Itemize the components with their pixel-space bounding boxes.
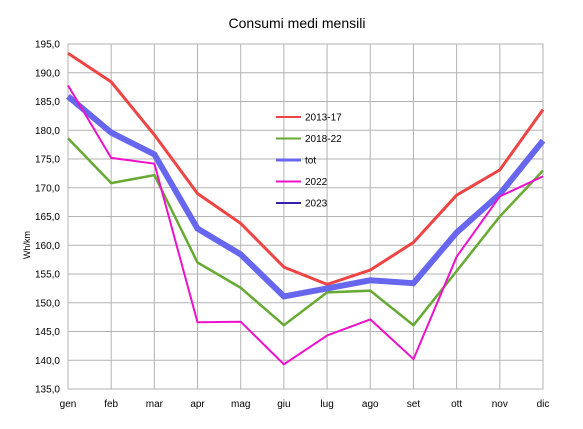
y-axis-label: Wh/km bbox=[22, 231, 32, 259]
legend-label-2022: 2022 bbox=[305, 177, 328, 188]
x-tick-label: lug bbox=[320, 399, 333, 410]
series-line-tot bbox=[66, 94, 546, 300]
plot-area-border bbox=[67, 43, 544, 390]
y-tick-label: 150,0 bbox=[35, 298, 60, 309]
x-tick-label: ott bbox=[451, 399, 462, 410]
y-tick-label: 155,0 bbox=[35, 270, 60, 281]
y-tick-label: 175,0 bbox=[35, 155, 60, 166]
y-tick-label: 160,0 bbox=[35, 241, 60, 252]
x-tick-label: gen bbox=[60, 399, 77, 410]
y-tick-label: 180,0 bbox=[35, 126, 60, 137]
x-tick-label: giu bbox=[277, 399, 290, 410]
y-tick-label: 165,0 bbox=[35, 212, 60, 223]
legend-label-2018-22: 2018-22 bbox=[305, 134, 342, 145]
y-tick-label: 140,0 bbox=[35, 356, 60, 367]
y-tick-label: 185,0 bbox=[35, 97, 60, 108]
y-tick-label: 135,0 bbox=[35, 385, 60, 396]
y-tick-label: 190,0 bbox=[35, 68, 60, 79]
y-tick-label: 195,0 bbox=[35, 40, 60, 51]
chart-title: Consumi medi mensili bbox=[229, 15, 366, 31]
x-tick-label: set bbox=[407, 399, 421, 410]
x-tick-label: nov bbox=[492, 399, 508, 410]
series-line-2013-17 bbox=[67, 51, 545, 286]
x-tick-label: dic bbox=[537, 399, 550, 410]
x-tick-label: feb bbox=[104, 399, 118, 410]
legend-label-2023: 2023 bbox=[305, 199, 328, 210]
series-line-2018-22 bbox=[67, 137, 544, 327]
legend-label-2013-17: 2013-17 bbox=[305, 113, 342, 124]
x-tick-label: mar bbox=[146, 399, 164, 410]
x-tick-label: mag bbox=[231, 399, 250, 410]
legend-label-tot: tot bbox=[305, 156, 316, 167]
legend: 2013-17 2018-22 tot 2022 2023 bbox=[276, 113, 342, 210]
axes: 135,0 140,0 145,0 150,0 155,0 160,0 165,0 170,0… bbox=[35, 40, 549, 411]
x-tick-label: ago bbox=[362, 399, 379, 410]
series-line-2022 bbox=[67, 84, 544, 366]
series-lines bbox=[66, 51, 546, 366]
x-tick-label: apr bbox=[190, 399, 205, 410]
y-tick-label: 170,0 bbox=[35, 183, 60, 194]
grid bbox=[67, 43, 544, 390]
y-tick-label: 145,0 bbox=[35, 327, 60, 338]
